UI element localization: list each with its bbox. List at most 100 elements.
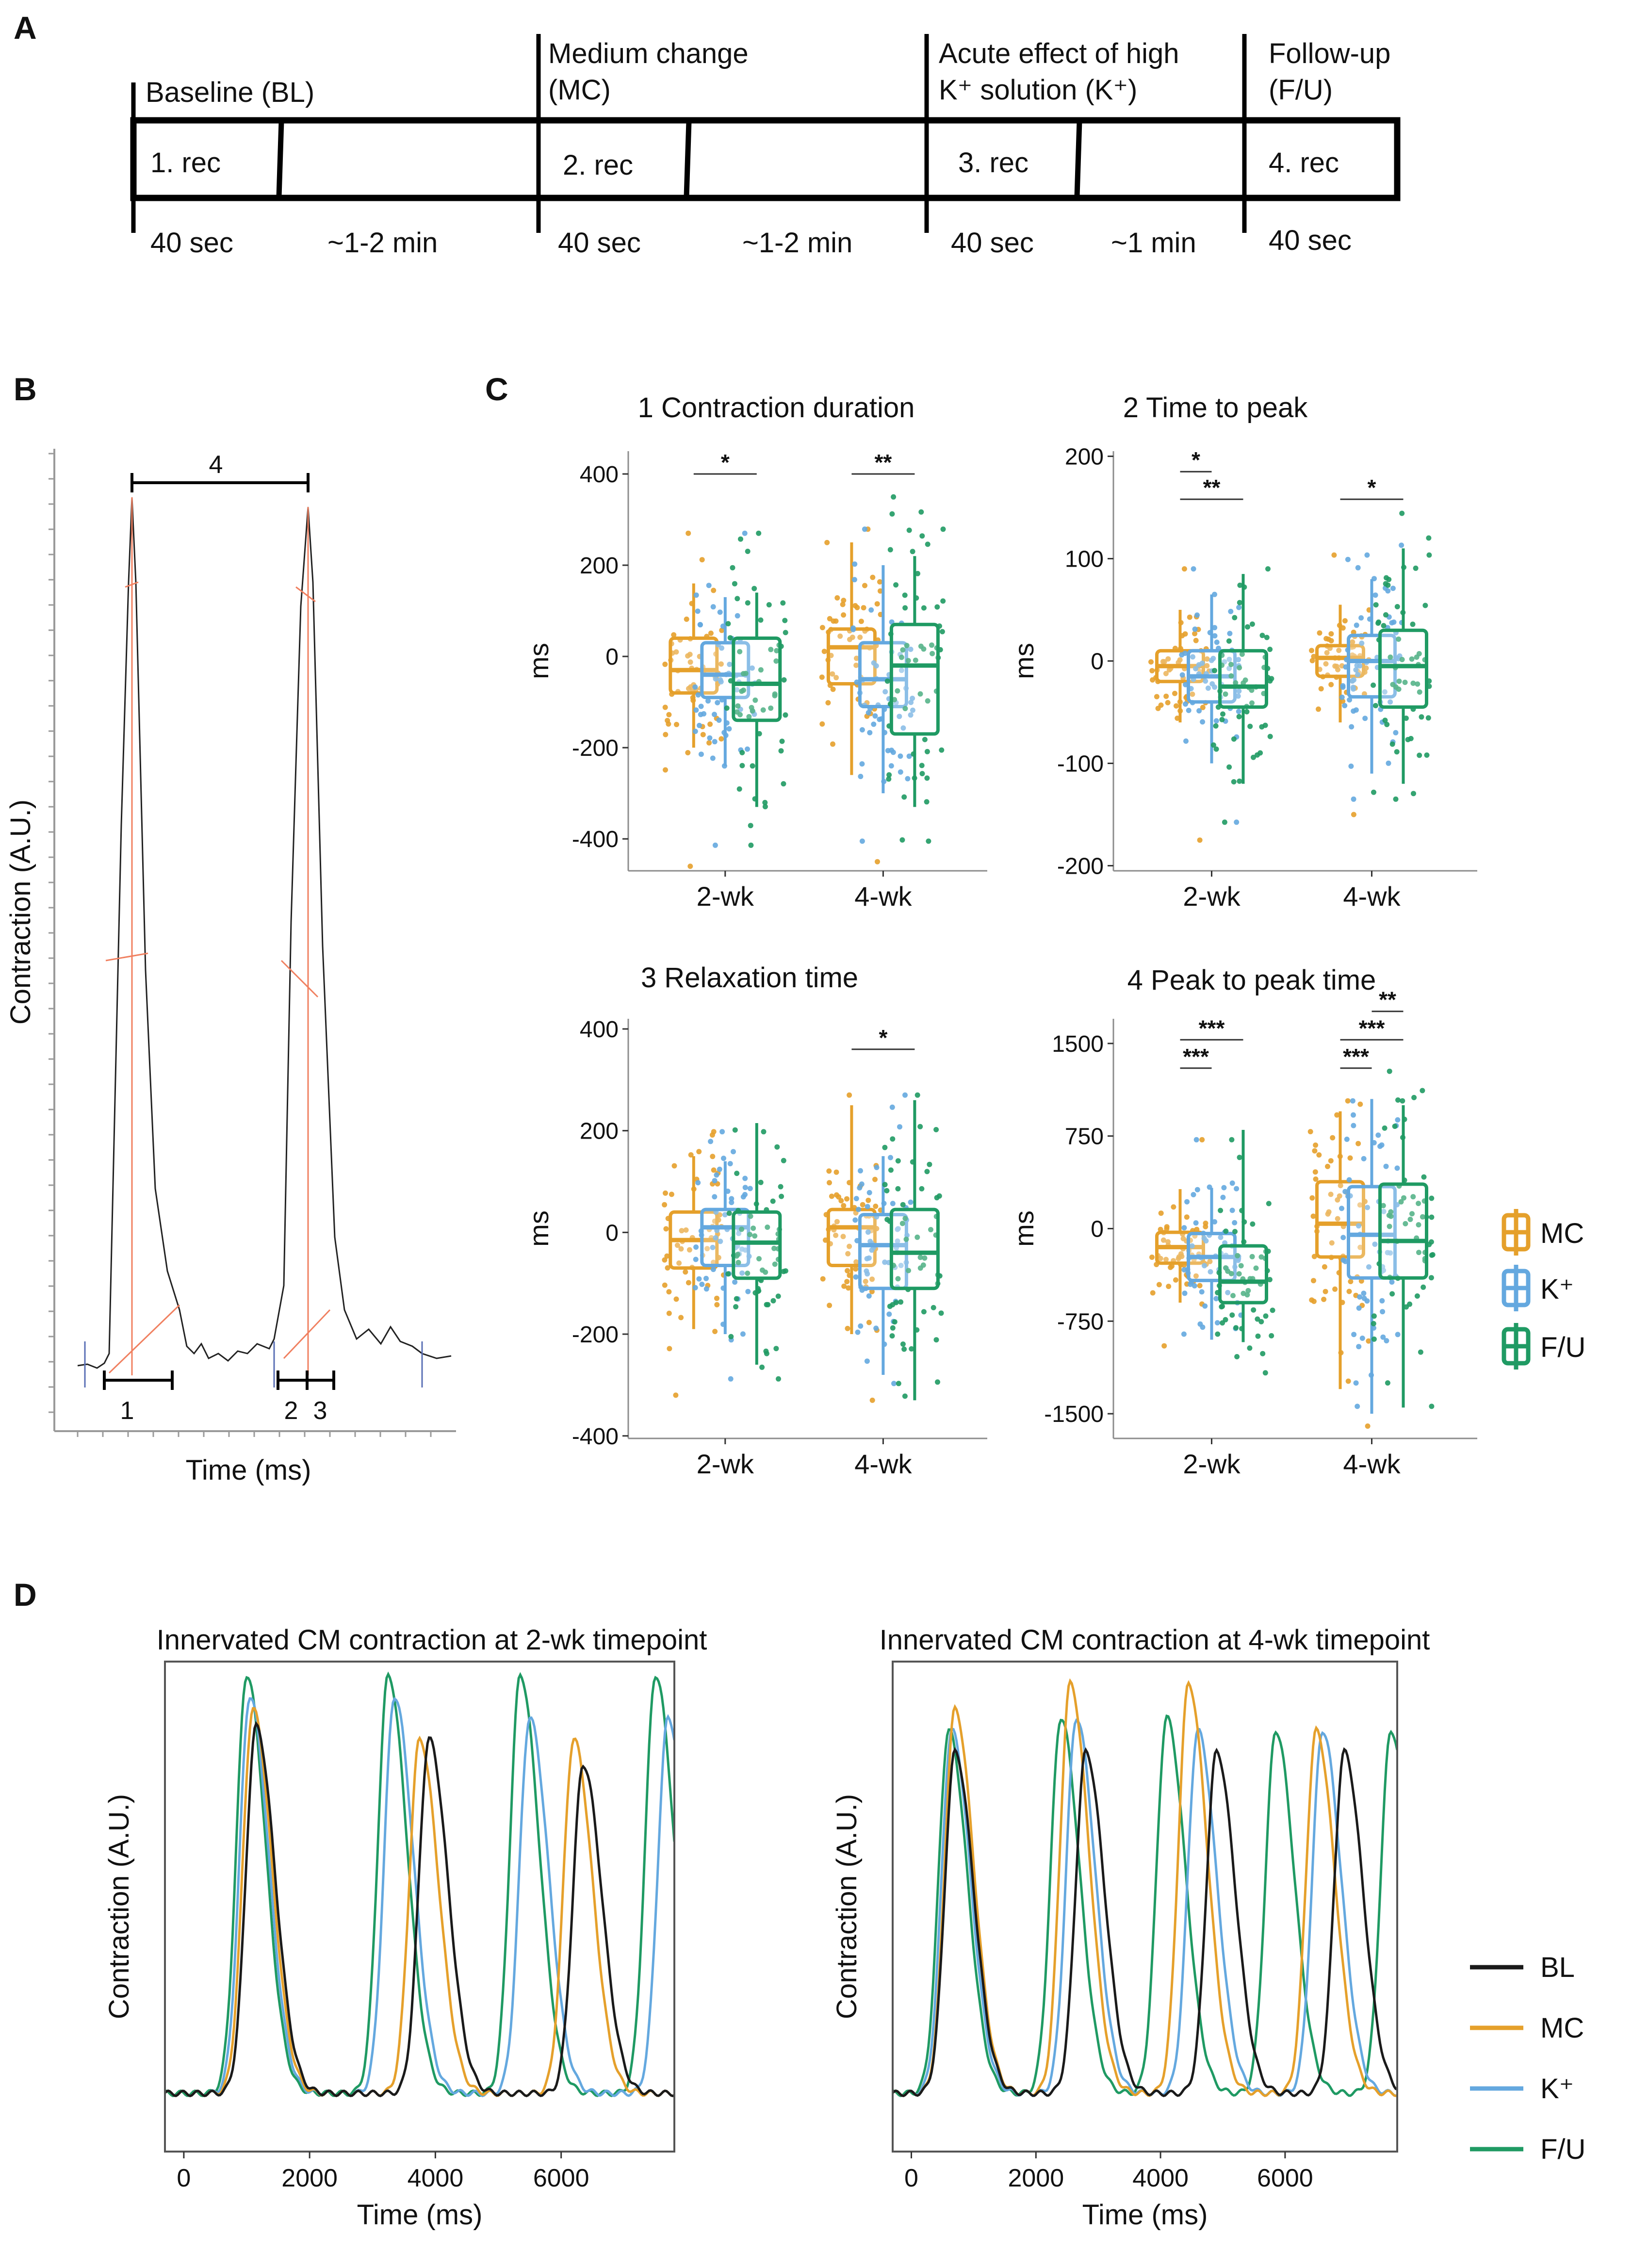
box-2-wk-F/U (724, 530, 788, 848)
data-point (1337, 1193, 1342, 1199)
data-point (914, 1234, 920, 1240)
data-point (696, 1276, 702, 1282)
boxplot-y-tick-label: -400 (572, 827, 619, 852)
data-point (1371, 789, 1376, 795)
data-point (1212, 591, 1217, 597)
data-point (1316, 1152, 1322, 1158)
data-point (1245, 624, 1250, 630)
data-point (861, 605, 866, 611)
box-2-wk-F/U (1215, 1129, 1275, 1376)
data-point (1193, 1273, 1199, 1279)
data-point (1394, 1165, 1400, 1171)
data-point (1237, 582, 1243, 588)
data-point (840, 602, 846, 607)
data-point (735, 1259, 741, 1265)
data-point (1210, 742, 1216, 748)
data-point (910, 707, 915, 713)
duration-rec-2: 40 sec (558, 227, 641, 259)
data-point (1334, 664, 1339, 669)
data-point (859, 727, 865, 733)
data-point (663, 1190, 668, 1196)
data-point (1218, 1235, 1224, 1240)
data-point (740, 1331, 746, 1337)
data-point (924, 1169, 930, 1175)
data-point (751, 586, 757, 591)
data-point (878, 588, 883, 594)
data-point (770, 1298, 776, 1304)
data-point (890, 750, 896, 755)
data-point (889, 1104, 895, 1110)
data-point (1325, 1163, 1330, 1169)
data-point (1200, 719, 1206, 725)
data-point (780, 600, 786, 606)
data-point (1250, 1221, 1256, 1227)
data-point (908, 700, 914, 705)
data-point (1181, 1225, 1187, 1231)
data-point (1313, 1142, 1319, 1148)
data-point (1382, 1125, 1388, 1131)
data-point (1357, 1294, 1363, 1300)
data-point (726, 726, 732, 732)
data-point (1247, 1345, 1253, 1351)
data-point (745, 746, 750, 752)
data-point (887, 1304, 893, 1309)
data-point (687, 864, 693, 869)
data-point (1400, 1098, 1405, 1104)
data-point (727, 1161, 733, 1167)
data-point (1231, 736, 1237, 742)
data-point (1399, 510, 1405, 516)
data-point (874, 601, 880, 607)
data-point (1356, 1305, 1362, 1311)
data-point (924, 749, 930, 754)
data-point (1401, 1195, 1406, 1201)
data-point (1177, 657, 1183, 663)
data-point (841, 598, 847, 604)
data-point (1371, 1336, 1377, 1342)
data-point (700, 732, 706, 737)
data-point (830, 686, 836, 692)
data-point (917, 1255, 923, 1260)
data-point (1383, 1163, 1389, 1169)
data-point (841, 1283, 847, 1289)
data-point (712, 1194, 718, 1200)
data-point (714, 1302, 720, 1307)
data-point (859, 761, 865, 767)
data-point (760, 707, 766, 713)
data-point (1237, 1155, 1242, 1160)
data-point (745, 600, 751, 606)
data-point (781, 677, 787, 683)
trace-chart-2: Innervated CM contraction at 4-wk timepo… (831, 1624, 1430, 2231)
data-point (1249, 700, 1255, 706)
data-point (1388, 1213, 1394, 1219)
data-point (711, 587, 717, 593)
trace-x-tick-label: 0 (904, 2164, 918, 2192)
data-point (1172, 690, 1177, 696)
data-point (885, 748, 891, 753)
data-point (940, 526, 946, 532)
rec-end-3 (1074, 121, 1082, 197)
boxplot-y-tick-label: 200 (580, 1119, 619, 1144)
data-point (924, 775, 930, 781)
data-point (756, 1256, 762, 1262)
data-point (1347, 697, 1353, 703)
data-point (886, 772, 892, 778)
panel-a-timeline: Baseline (BL) Medium change (MC) Acute e… (130, 34, 1401, 259)
data-point (1183, 738, 1189, 744)
data-point (910, 549, 915, 555)
trace-x-tick-label: 4000 (408, 2164, 464, 2192)
data-point (739, 763, 745, 768)
data-point (1354, 622, 1359, 628)
data-point (686, 685, 691, 691)
box (700, 1207, 751, 1268)
panel-c-legend: MC K⁺ F/U (1502, 1209, 1585, 1370)
data-point (1262, 1370, 1268, 1376)
data-point (1351, 1332, 1357, 1338)
data-point (692, 684, 698, 690)
data-point (756, 530, 762, 536)
box (1347, 1185, 1397, 1280)
data-point (865, 1197, 871, 1203)
data-point (1205, 685, 1211, 691)
data-point (939, 629, 945, 635)
data-point (1420, 1088, 1425, 1093)
data-point (1383, 612, 1388, 618)
